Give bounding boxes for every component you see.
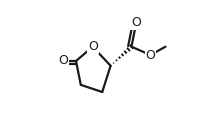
Text: O: O	[58, 55, 68, 67]
Text: O: O	[131, 16, 141, 29]
Text: O: O	[88, 40, 98, 53]
Text: O: O	[146, 49, 156, 61]
